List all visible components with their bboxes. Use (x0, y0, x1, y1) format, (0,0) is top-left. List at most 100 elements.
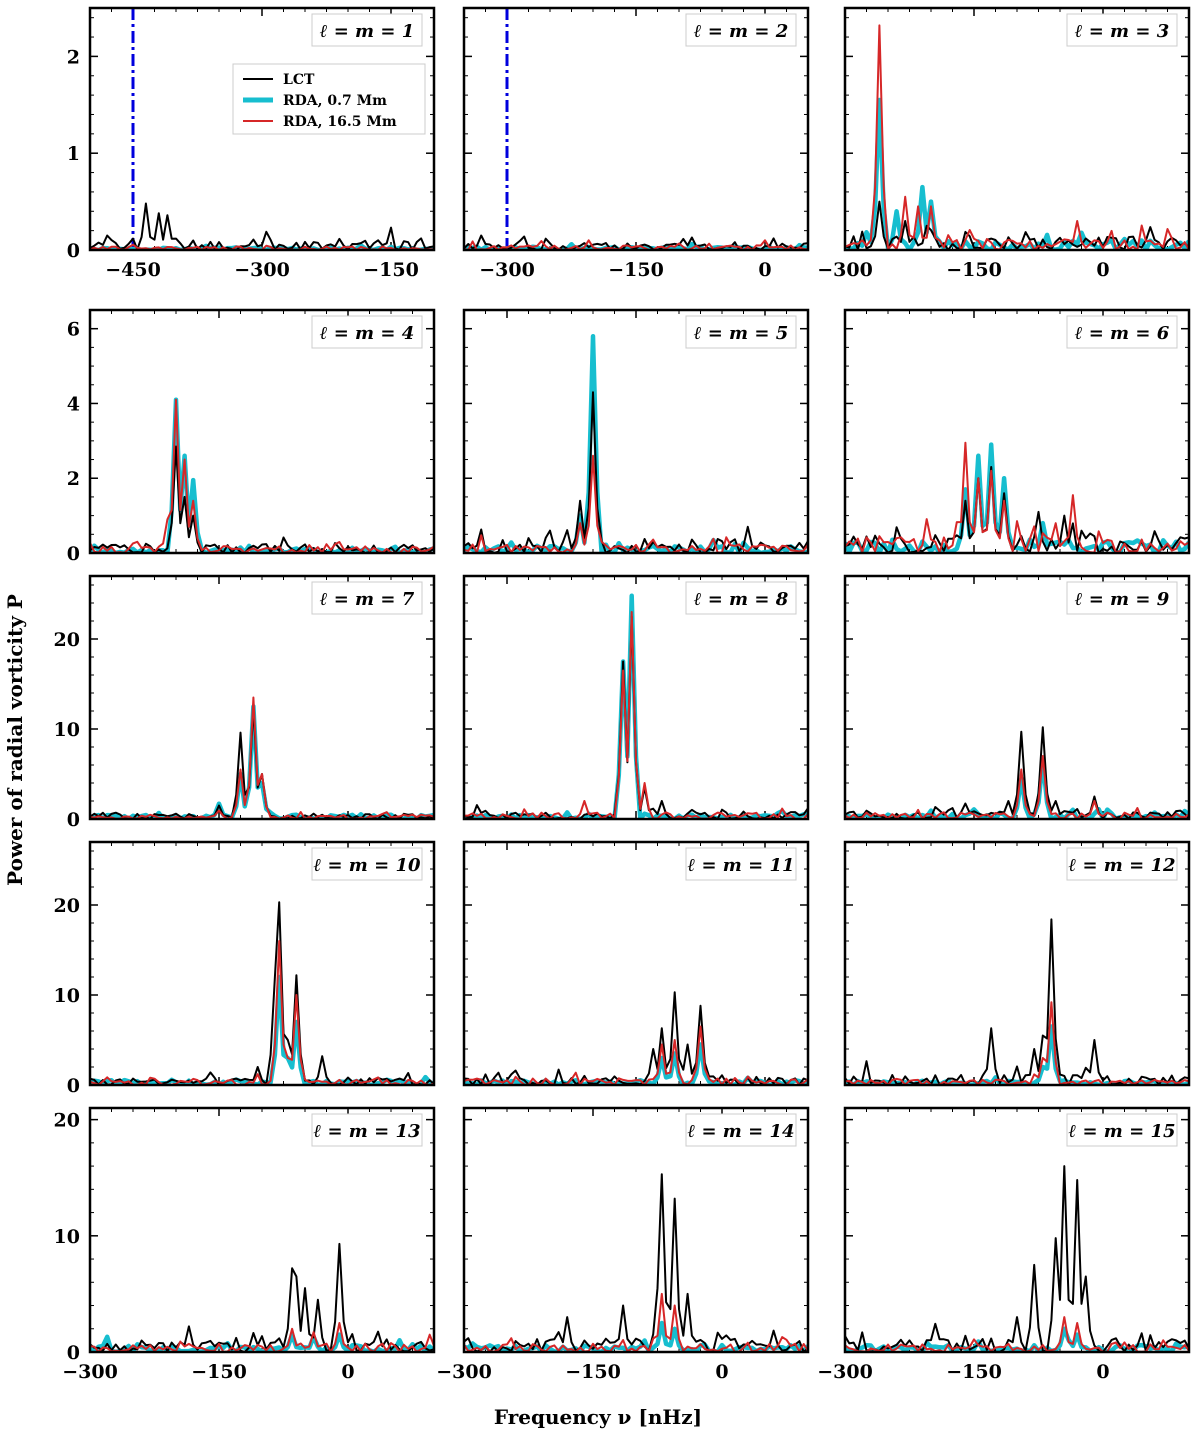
series-lct (90, 1242, 434, 1352)
panel-frame (843, 840, 1191, 1087)
series-lct (464, 1173, 808, 1352)
series-rda165 (845, 1001, 1189, 1085)
x-tick-label: −150 (191, 1361, 247, 1383)
panel-label: ℓ = m = 9 (1075, 589, 1170, 610)
y-tick-label: 4 (67, 393, 80, 415)
panel-frame (843, 308, 1191, 555)
series-rda07 (845, 442, 1189, 553)
panel-label-box (685, 13, 797, 47)
x-tick-label: 0 (715, 1361, 728, 1383)
series-group (90, 397, 434, 553)
x-tick-label: −450 (105, 259, 161, 281)
x-tick-label: −150 (946, 259, 1002, 281)
series-group (464, 1173, 808, 1352)
y-tick-label: 6 (67, 319, 80, 341)
panel-label: ℓ = m = 2 (694, 21, 789, 42)
y-tick-label: 0 (67, 240, 80, 262)
panel-15: −300 −150 0 ℓ = m = 15 (817, 1106, 1191, 1383)
series-group (464, 333, 808, 553)
panel-frame (843, 1106, 1191, 1354)
series-lct (90, 705, 434, 819)
panel-label-box (685, 581, 797, 615)
panel-label: ℓ = m = 10 (313, 855, 420, 876)
y-axis-title: Power of radial vorticity P (3, 594, 27, 886)
legend-label-rda165: RDA, 16.5 Mm (283, 114, 397, 130)
series-group (90, 696, 434, 819)
y-tick-label: 0 (67, 809, 80, 831)
x-tick-label: 0 (758, 259, 771, 281)
legend: LCT RDA, 0.7 Mm RDA, 16.5 Mm (232, 63, 426, 135)
x-tick-label: −150 (565, 1361, 621, 1383)
series-lct (845, 466, 1189, 553)
x-tick-label: −300 (436, 1361, 492, 1383)
series-rda07 (845, 97, 1189, 250)
x-axis-title: Frequency ν [nHz] (494, 1405, 702, 1429)
panel-label: ℓ = m = 3 (1075, 21, 1170, 42)
y-tick-label: 0 (67, 1075, 80, 1097)
x-tick-label: −150 (363, 259, 419, 281)
panel-label: ℓ = m = 5 (694, 323, 789, 344)
series-group (845, 1165, 1189, 1352)
series-lct (90, 445, 434, 553)
series-rda165 (464, 454, 808, 553)
panel-frame (462, 574, 810, 821)
panel-label: ℓ = m = 8 (694, 589, 789, 610)
series-rda165 (464, 1025, 808, 1085)
panel-frame (462, 6, 810, 252)
x-tick-label: −300 (817, 1361, 873, 1383)
x-tick-label: 0 (341, 1361, 354, 1383)
y-tick-label: 2 (67, 468, 80, 490)
series-rda165 (90, 696, 434, 819)
y-tick-label: 2 (67, 46, 80, 68)
panel-label: ℓ = m = 7 (320, 589, 415, 610)
x-tick-label: 0 (1096, 259, 1109, 281)
panel-1: 0 1 2 −450 −300 −150 ℓ = m = 1 (67, 6, 436, 281)
legend-label-lct: LCT (283, 72, 315, 88)
panel-frame (88, 1106, 436, 1354)
y-tick-label: 10 (54, 1226, 80, 1248)
panel-13: 0 10 20 −300 −150 0 ℓ = m = 13 (54, 1106, 436, 1383)
series-rda165 (90, 940, 434, 1085)
y-tick-label: 0 (67, 543, 80, 565)
panel-label: ℓ = m = 12 (1068, 855, 1175, 876)
series-rda165 (845, 441, 1189, 553)
panel-label-box (1066, 581, 1178, 615)
panel-frame (462, 1106, 810, 1354)
series-rda165 (845, 755, 1189, 819)
panel-label: ℓ = m = 1 (320, 21, 415, 42)
series-rda07 (90, 974, 434, 1085)
x-tick-label: −300 (62, 1361, 118, 1383)
y-tick-label: 20 (54, 629, 80, 651)
panel-10: 0 10 20 ℓ = m = 10 (54, 840, 436, 1097)
series-rda07 (845, 1024, 1189, 1085)
x-tick-label: −300 (479, 259, 535, 281)
y-tick-label: 10 (54, 719, 80, 741)
series-lct (90, 202, 434, 250)
y-tick-label: 0 (67, 1342, 80, 1364)
series-rda165 (464, 611, 808, 819)
panel-frame (462, 840, 810, 1087)
panel-label: ℓ = m = 11 (687, 855, 794, 876)
series-group (90, 202, 434, 250)
series-rda07 (90, 397, 434, 553)
series-group (90, 901, 434, 1085)
series-group (845, 441, 1189, 553)
series-group (90, 1242, 434, 1352)
series-lct (464, 391, 808, 553)
x-tick-label: −150 (946, 1361, 1002, 1383)
panel-label: ℓ = m = 15 (1068, 1121, 1175, 1142)
series-lct (845, 1165, 1189, 1352)
y-tick-label: 20 (54, 1110, 80, 1132)
legend-label-rda07: RDA, 0.7 Mm (283, 93, 387, 109)
panel-5: ℓ = m = 5 (462, 308, 810, 555)
panel-frame (88, 6, 436, 252)
panel-label-box (311, 581, 423, 615)
panel-7: 0 10 20 ℓ = m = 7 (54, 574, 436, 831)
panels-group: 0 1 2 −450 −300 −150 ℓ = m = 1 −300 −150 0 ℓ = m =… (54, 6, 1191, 1383)
panel-11: ℓ = m = 11 (462, 840, 810, 1087)
panel-label-box (685, 847, 797, 881)
series-rda165 (90, 398, 434, 553)
panel-label-box (311, 1113, 423, 1147)
panel-3: −300 −150 0 ℓ = m = 3 (817, 6, 1191, 281)
panel-label-box (1066, 1113, 1178, 1147)
